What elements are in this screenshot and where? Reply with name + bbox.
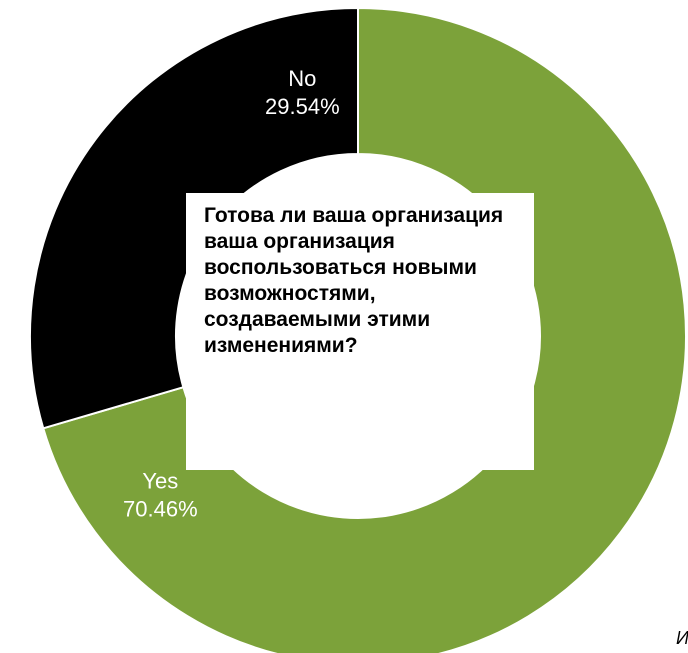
- slice-label-category: Yes: [142, 468, 178, 493]
- slice-label-value: 29.54%: [265, 94, 340, 119]
- footnote-text: И: [676, 628, 688, 648]
- slice-label-value: 70.46%: [123, 496, 198, 521]
- center-panel: Готова ли ваша организация ваша организа…: [186, 193, 534, 470]
- slice-label-category: No: [288, 66, 316, 91]
- chart-title: Готова ли ваша организация ваша организа…: [204, 204, 504, 357]
- slice-labels: Yes 70.46% No 29.54%: [123, 66, 340, 521]
- slice-yes: [42, 6, 687, 653]
